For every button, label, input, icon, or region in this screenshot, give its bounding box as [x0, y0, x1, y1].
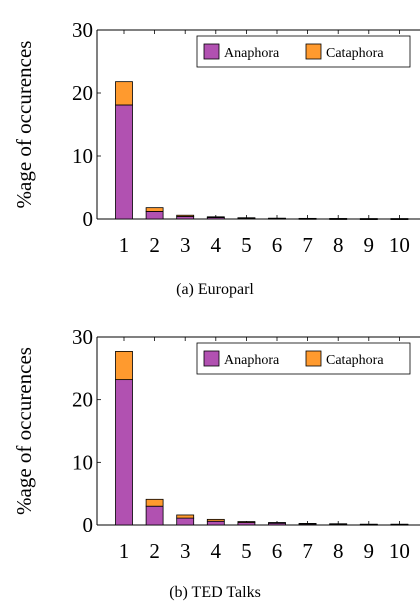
x-tick-label: 10 — [389, 233, 410, 257]
bar-cataphora-6 — [268, 217, 286, 220]
bar-cataphora-2 — [145, 207, 164, 212]
legend-label-anaphora: Anaphora — [224, 353, 280, 368]
x-tick-label: 5 — [241, 233, 252, 257]
x-tick-label: 5 — [241, 539, 252, 563]
x-tick-label: 2 — [149, 539, 160, 563]
bar-cataphora-5 — [237, 217, 256, 219]
legend: Anaphora Cataphora — [196, 35, 411, 68]
y-tick-label: 20 — [72, 81, 93, 105]
bar-cataphora-8 — [329, 523, 348, 525]
x-tick-label: 8 — [333, 539, 344, 563]
bar-cataphora-1 — [115, 351, 133, 381]
x-tick-label: 4 — [211, 539, 222, 563]
legend-swatch-cataphora — [305, 350, 322, 367]
x-tick-label: 6 — [272, 539, 283, 563]
y-tick-label: 30 — [72, 325, 93, 349]
y-axis-title: %age of occurences — [12, 41, 36, 209]
x-tick-label: 3 — [180, 233, 191, 257]
y-tick-label: 10 — [72, 450, 93, 474]
y-tick-label: 0 — [83, 513, 94, 537]
y-tick-label: 0 — [83, 207, 94, 231]
y-tick-label: 20 — [72, 388, 93, 412]
bar-cataphora-1 — [115, 81, 133, 106]
legend-box — [196, 342, 411, 375]
bar-cataphora-3 — [176, 514, 195, 519]
x-tick-label: 10 — [389, 539, 410, 563]
x-tick-label: 7 — [302, 233, 313, 257]
chart-ted-talks: 0 10 20 30 1 2 3 4 5 6 7 8 9 10 %age of occurences Anap… — [0, 307, 420, 603]
chart-europarl: 0 10 20 30 1 2 3 4 5 6 7 8 9 10 %age of occurences Anap… — [0, 0, 420, 300]
bar-cataphora-7 — [298, 217, 317, 220]
x-tick-label: 9 — [364, 539, 375, 563]
chart-axes: 0 10 20 30 1 2 3 4 5 6 7 8 9 10 — [72, 18, 420, 257]
legend-label-anaphora: Anaphora — [224, 46, 280, 61]
x-tick-label: 4 — [211, 233, 222, 257]
x-tick-label: 7 — [302, 539, 313, 563]
x-tick-label: 9 — [364, 233, 375, 257]
legend-swatch-cataphora — [305, 43, 322, 60]
figure-caption: (a) Europarl — [176, 281, 254, 298]
bar-anaphora-1 — [115, 379, 133, 526]
bar-cataphora-3 — [176, 214, 195, 217]
x-tick-label: 3 — [180, 539, 191, 563]
legend-swatch-anaphora — [203, 350, 220, 367]
legend-swatch-anaphora — [203, 43, 220, 60]
bars — [115, 81, 409, 220]
chart-svg-ted-talks: 0 10 20 30 1 2 3 4 5 6 7 8 9 10 %age of occurences Anap… — [12, 325, 420, 601]
bar-cataphora-2 — [145, 498, 164, 507]
bar-anaphora-4 — [206, 520, 225, 526]
bar-cataphora-10 — [390, 523, 409, 526]
bar-cataphora-9 — [359, 523, 378, 526]
bar-anaphora-2 — [145, 505, 164, 526]
x-tick-label: 1 — [119, 539, 130, 563]
figure-caption: (b) TED Talks — [169, 584, 261, 601]
legend-label-cataphora: Cataphora — [326, 46, 384, 61]
legend: Anaphora Cataphora — [196, 342, 411, 375]
bar-cataphora-4 — [206, 518, 225, 522]
bar-cataphora-6 — [268, 522, 286, 524]
chart-axes: 0 10 20 30 1 2 3 4 5 6 7 8 9 10 — [72, 325, 420, 563]
bar-cataphora-8 — [329, 218, 348, 220]
x-tick-label: 8 — [333, 233, 344, 257]
y-tick-label: 30 — [72, 18, 93, 42]
bar-anaphora-2 — [145, 211, 164, 220]
bar-cataphora-7 — [298, 523, 317, 525]
legend-label-cataphora: Cataphora — [326, 353, 384, 368]
bar-cataphora-9 — [359, 218, 378, 220]
legend-box — [196, 35, 411, 68]
bar-anaphora-3 — [176, 517, 195, 526]
x-tick-label: 1 — [119, 233, 130, 257]
chart-svg-europarl: 0 10 20 30 1 2 3 4 5 6 7 8 9 10 %age of occurences Anap… — [12, 18, 420, 298]
bars — [115, 351, 409, 526]
y-axis-title: %age of occurences — [12, 347, 36, 515]
x-tick-label: 6 — [272, 233, 283, 257]
bar-cataphora-10 — [390, 218, 409, 220]
x-tick-label: 2 — [149, 233, 160, 257]
bar-cataphora-4 — [206, 216, 225, 218]
bar-cataphora-5 — [237, 521, 256, 523]
bar-anaphora-1 — [115, 104, 133, 220]
y-tick-label: 10 — [72, 144, 93, 168]
